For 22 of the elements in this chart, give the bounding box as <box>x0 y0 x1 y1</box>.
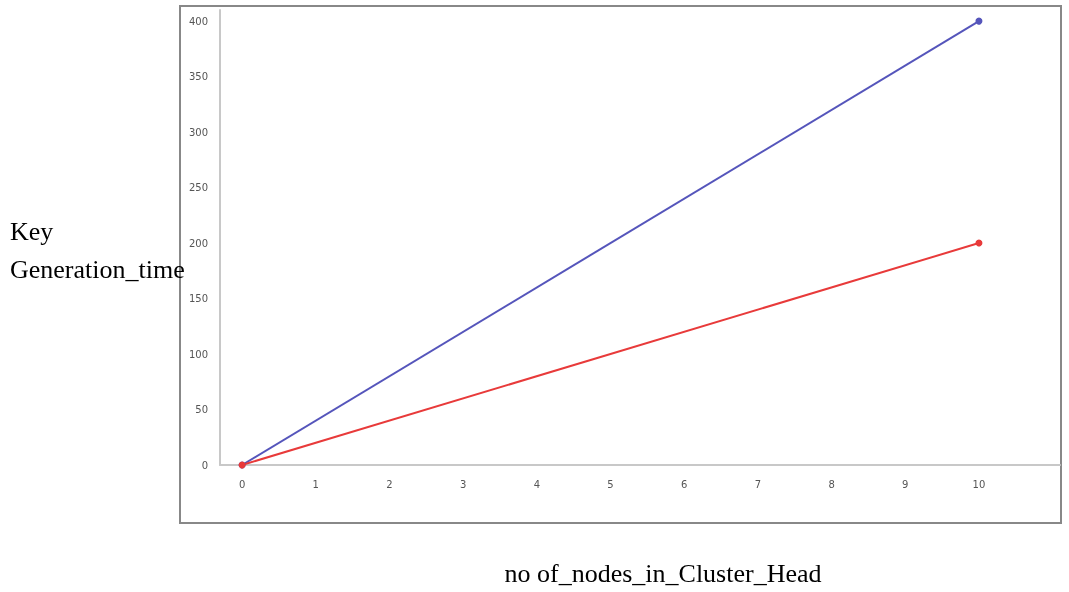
x-tick-label: 6 <box>681 478 688 490</box>
y-tick-label: 100 <box>188 348 208 360</box>
x-tick-label: 3 <box>459 478 467 490</box>
y-tick-label: 300 <box>188 126 208 138</box>
x-tick-label: 7 <box>754 478 762 490</box>
x-tick-label: 2 <box>386 478 393 490</box>
y-tick-label: 0 <box>201 459 208 471</box>
y-tick-label: 50 <box>195 404 208 416</box>
y-tick-label: 400 <box>188 15 208 27</box>
x-tick-label: 0 <box>238 478 246 490</box>
x-tick-label: 5 <box>607 478 614 490</box>
x-tick-label: 9 <box>902 478 909 490</box>
y-axis-title: Key Generation_time <box>10 216 185 284</box>
x-tick-label: 8 <box>828 478 835 490</box>
y-tick-label: 150 <box>188 293 208 305</box>
y-tick-label: 250 <box>188 182 208 194</box>
x-tick-label: 10 <box>972 478 986 490</box>
y-tick-label: 350 <box>188 71 208 83</box>
y-tick-label: 200 <box>188 237 208 249</box>
x-tick-label: 1 <box>312 478 319 490</box>
x-axis-title: no of_nodes_in_Cluster_Head <box>504 558 822 588</box>
x-tick-label: 4 <box>533 478 541 490</box>
